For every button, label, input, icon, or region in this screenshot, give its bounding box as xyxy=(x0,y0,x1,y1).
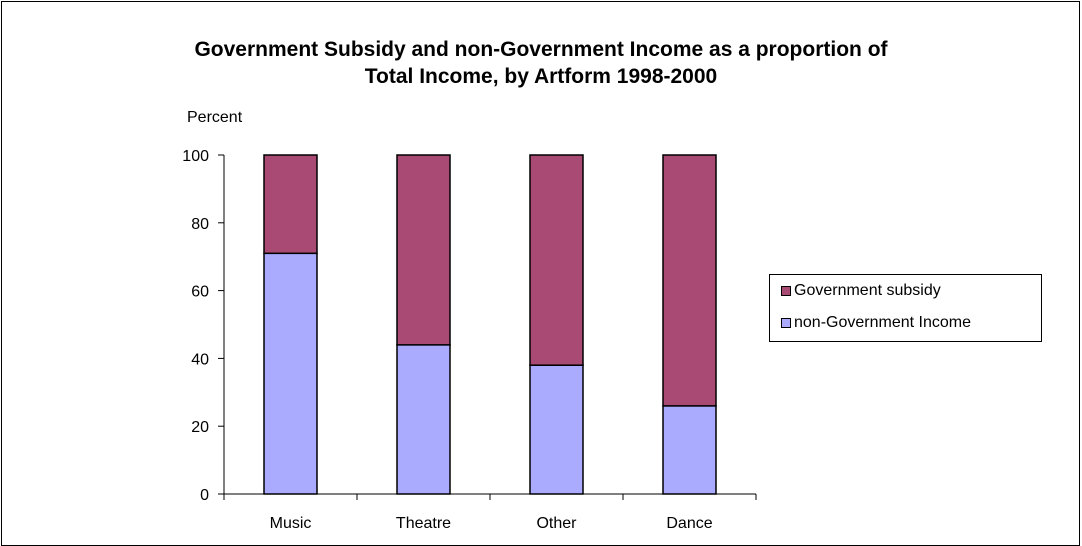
bar-theatre-non-government-income xyxy=(396,344,451,495)
bar-dance-government-subsidy xyxy=(662,154,717,407)
x-tick-label-music: Music xyxy=(270,515,312,532)
bar-dance-non-government-income xyxy=(662,405,717,495)
x-tick-label-dance: Dance xyxy=(666,515,712,532)
legend-label-non-government-income: non-Government Income xyxy=(794,314,971,331)
bar-other-non-government-income xyxy=(529,364,584,495)
legend-swatch-non-government-income xyxy=(781,318,791,328)
x-tick-label-other: Other xyxy=(536,515,577,532)
x-tick-label-theatre: Theatre xyxy=(396,515,451,532)
chart-title-line-2: Total Income, by Artform 1998-2000 xyxy=(364,65,718,88)
y-tick-label-80: 80 xyxy=(191,216,209,233)
chart-title-line-1: Government Subsidy and non-Government In… xyxy=(194,38,888,61)
y-tick-label-20: 20 xyxy=(191,419,209,436)
y-axis-label: Percent xyxy=(187,109,243,126)
y-tick-label-100: 100 xyxy=(182,148,209,165)
bar-theatre-government-subsidy xyxy=(396,154,451,346)
bar-other-government-subsidy xyxy=(529,154,584,366)
bar-music-non-government-income xyxy=(263,252,318,495)
chart-title: Government Subsidy and non-Government In… xyxy=(0,36,1082,90)
legend-item-government-subsidy: Government subsidy xyxy=(781,281,941,301)
y-tick-label-60: 60 xyxy=(191,284,209,301)
legend: Government subsidy non-Government Income xyxy=(769,274,1042,342)
legend-swatch-government-subsidy xyxy=(781,286,791,296)
y-tick-label-40: 40 xyxy=(191,351,209,368)
legend-item-non-government-income: non-Government Income xyxy=(781,313,971,333)
legend-label-government-subsidy: Government subsidy xyxy=(794,282,941,299)
y-tick-label-0: 0 xyxy=(200,487,209,504)
bar-music-government-subsidy xyxy=(263,154,318,255)
